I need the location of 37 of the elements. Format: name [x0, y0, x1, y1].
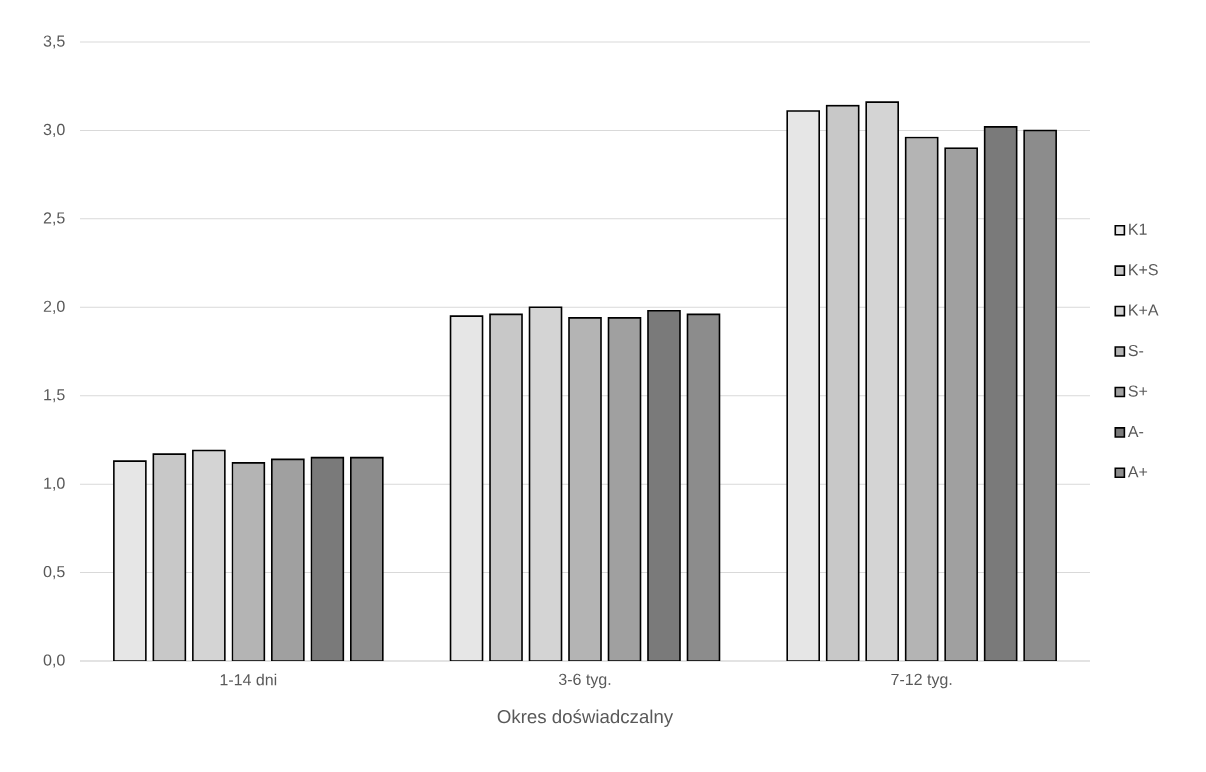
bar: [489, 313, 523, 661]
y-tick-label: 1,5: [44, 389, 65, 403]
y-tick-label: 3,5: [43, 35, 65, 49]
x-tick-label: 3-6 tyg.: [558, 673, 611, 689]
y-tick-label: 0,0: [43, 654, 65, 668]
legend-label: A+: [1127, 466, 1148, 478]
bar: [113, 460, 147, 661]
bar: [271, 458, 305, 661]
bar: [1023, 129, 1057, 661]
x-axis-title: Okres doświadczalny: [497, 709, 674, 727]
bar: [786, 110, 820, 661]
legend-label: A-: [1127, 425, 1144, 437]
bar: [310, 456, 345, 661]
bar: [568, 317, 602, 661]
bar: [944, 147, 978, 661]
legend-label: S+: [1128, 385, 1148, 397]
bar: [152, 453, 187, 661]
bar: [647, 310, 681, 661]
y-tick-label: 3,0: [43, 123, 65, 138]
bar: [350, 456, 384, 661]
bar: [983, 126, 1018, 661]
bar: [904, 136, 939, 661]
y-tick-label: 1,0: [44, 477, 65, 491]
bar: [231, 462, 266, 661]
y-tick-label: 2,0: [43, 300, 65, 314]
bar: [607, 317, 642, 661]
x-tick-label: 7-12 tyg.: [891, 673, 952, 689]
y-tick-label: 2,5: [43, 212, 65, 226]
bar: [825, 104, 860, 661]
bar: [686, 313, 721, 661]
x-tick-label: 1-14 dni: [220, 673, 277, 686]
legend-label: S-: [1128, 344, 1144, 357]
legend-label: K+A: [1129, 304, 1159, 316]
legend-label: K1: [1129, 223, 1147, 235]
legend-label: K+S: [1129, 264, 1158, 276]
y-tick-label: 0,5: [43, 565, 65, 580]
bar: [449, 315, 484, 661]
